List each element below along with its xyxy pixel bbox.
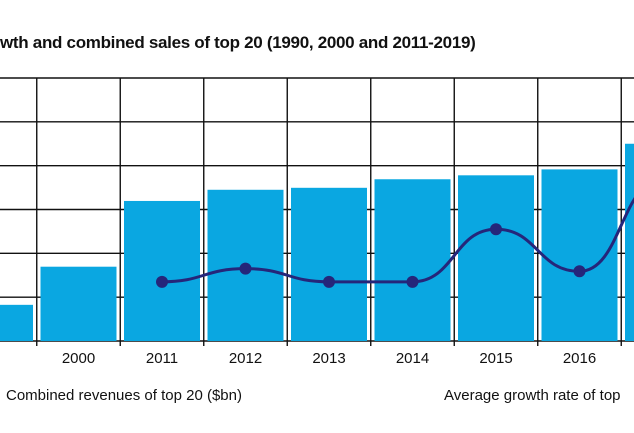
growth-point [406, 275, 419, 288]
x-tick-label: 2011 [146, 350, 178, 367]
growth-point [239, 262, 252, 275]
x-axis-ticks: 020002011201220132014201520162017 [62, 350, 596, 367]
bar [40, 266, 117, 341]
x-tick-label: 2015 [479, 350, 512, 367]
bar-series [0, 143, 634, 341]
bar [124, 200, 200, 341]
bar [291, 187, 367, 341]
x-tick-label: 2000 [62, 350, 95, 367]
growth-point [156, 275, 168, 288]
line-series [156, 197, 634, 288]
bar [374, 179, 451, 341]
growth-point [490, 223, 502, 236]
x-tick-label: 2013 [312, 350, 345, 367]
legend-combined-revenues: Combined revenues of top 20 ($bn) [6, 387, 242, 404]
x-tick-label: 2014 [396, 350, 429, 367]
legend-average-growth: Average growth rate of top [444, 387, 621, 404]
growth-point [573, 265, 586, 278]
x-tick-label: 2016 [563, 350, 596, 367]
bar [0, 304, 33, 341]
chart-title: wth and combined sales of top 20 (1990, … [0, 33, 476, 52]
x-tick-label: 2012 [229, 350, 262, 367]
bar [458, 175, 534, 341]
bar [625, 143, 634, 341]
growth-point [323, 275, 335, 288]
